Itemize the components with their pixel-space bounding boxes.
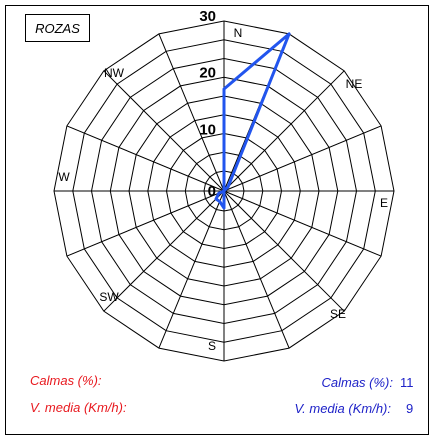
- radial-tick-label: 20: [199, 65, 216, 82]
- grid-spoke: [223, 125, 382, 192]
- chart-frame: [5, 5, 429, 435]
- direction-label-s: S: [208, 339, 216, 353]
- series-line-0: [214, 32, 291, 210]
- grid-spoke: [158, 33, 225, 192]
- calmas-value: 11: [400, 375, 414, 390]
- grid-spoke: [66, 190, 225, 257]
- direction-label-ne: NE: [346, 77, 363, 91]
- grid-spoke: [158, 190, 225, 349]
- station-name-box: ROZAS: [25, 14, 90, 42]
- direction-label-e: E: [380, 196, 388, 210]
- direction-label-n: N: [234, 26, 243, 40]
- grid-spoke: [103, 70, 225, 192]
- grid-spoke: [66, 125, 225, 192]
- direction-label-sw: SW: [99, 290, 119, 304]
- radial-tick-label: 10: [199, 121, 216, 138]
- calmas-label-right: Calmas (%):: [321, 375, 393, 390]
- vmedia-label-left: V. media (Km/h):: [30, 400, 127, 415]
- direction-label-nw: NW: [104, 66, 125, 80]
- grid-spoke: [103, 190, 225, 312]
- station-name: ROZAS: [35, 20, 80, 36]
- vmedia-value: 9: [406, 401, 414, 416]
- grid-spoke: [223, 190, 345, 312]
- radial-tick-label: 0: [208, 183, 216, 200]
- radial-tick-label: 30: [199, 8, 216, 25]
- grid-spoke: [223, 190, 290, 349]
- vmedia-label-right: V. media (Km/h):: [294, 401, 391, 416]
- grid-spoke: [223, 190, 382, 257]
- grid-spoke: [223, 70, 345, 192]
- direction-label-se: SE: [330, 307, 346, 321]
- direction-label-w: W: [58, 170, 70, 184]
- calmas-label-left: Calmas (%):: [30, 373, 102, 388]
